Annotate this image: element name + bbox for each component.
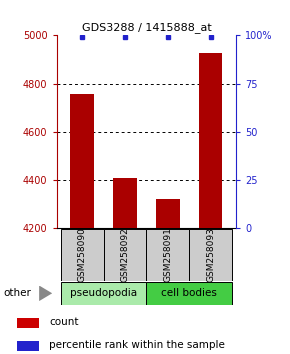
Bar: [156, 199, 180, 228]
Text: pseudopodia: pseudopodia: [70, 288, 137, 298]
Text: GSM258092: GSM258092: [121, 228, 130, 282]
Bar: [146, 282, 232, 305]
Bar: [189, 229, 232, 281]
Text: other: other: [3, 288, 31, 298]
Polygon shape: [39, 285, 52, 301]
Bar: [146, 229, 189, 281]
Bar: [17, 318, 39, 328]
Text: GSM258090: GSM258090: [78, 228, 87, 282]
Bar: [199, 53, 222, 228]
Text: GSM258091: GSM258091: [163, 228, 172, 282]
Bar: [104, 229, 146, 281]
Title: GDS3288 / 1415888_at: GDS3288 / 1415888_at: [81, 22, 211, 33]
Text: cell bodies: cell bodies: [161, 288, 217, 298]
Bar: [113, 178, 137, 228]
Text: count: count: [49, 317, 79, 327]
Bar: [17, 341, 39, 351]
Bar: [61, 229, 104, 281]
Bar: [70, 95, 94, 228]
Text: percentile rank within the sample: percentile rank within the sample: [49, 340, 225, 350]
Text: GSM258093: GSM258093: [206, 228, 215, 282]
Bar: [61, 282, 146, 305]
